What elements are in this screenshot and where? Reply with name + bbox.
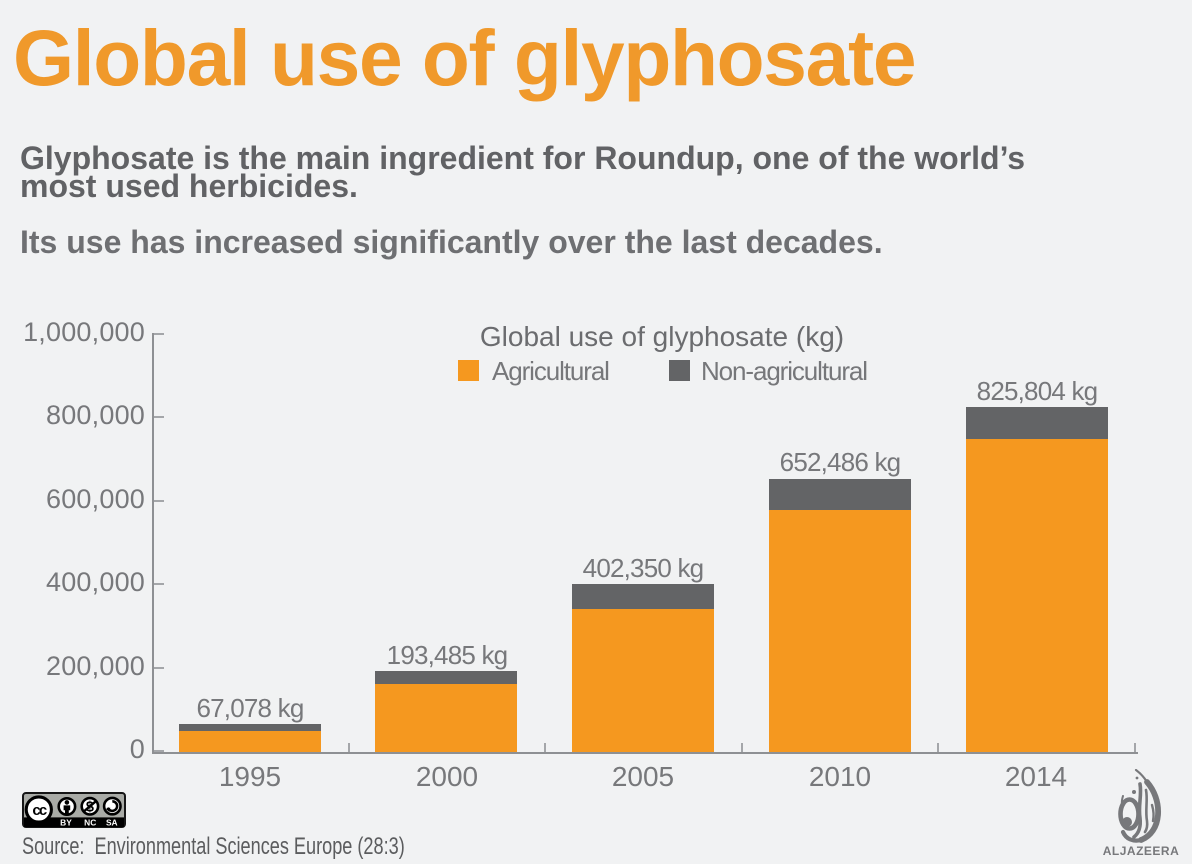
- svg-text:NC: NC: [84, 818, 96, 828]
- svg-text:cc: cc: [32, 802, 47, 819]
- svg-text:SA: SA: [106, 818, 118, 828]
- svg-text:BY: BY: [60, 818, 72, 828]
